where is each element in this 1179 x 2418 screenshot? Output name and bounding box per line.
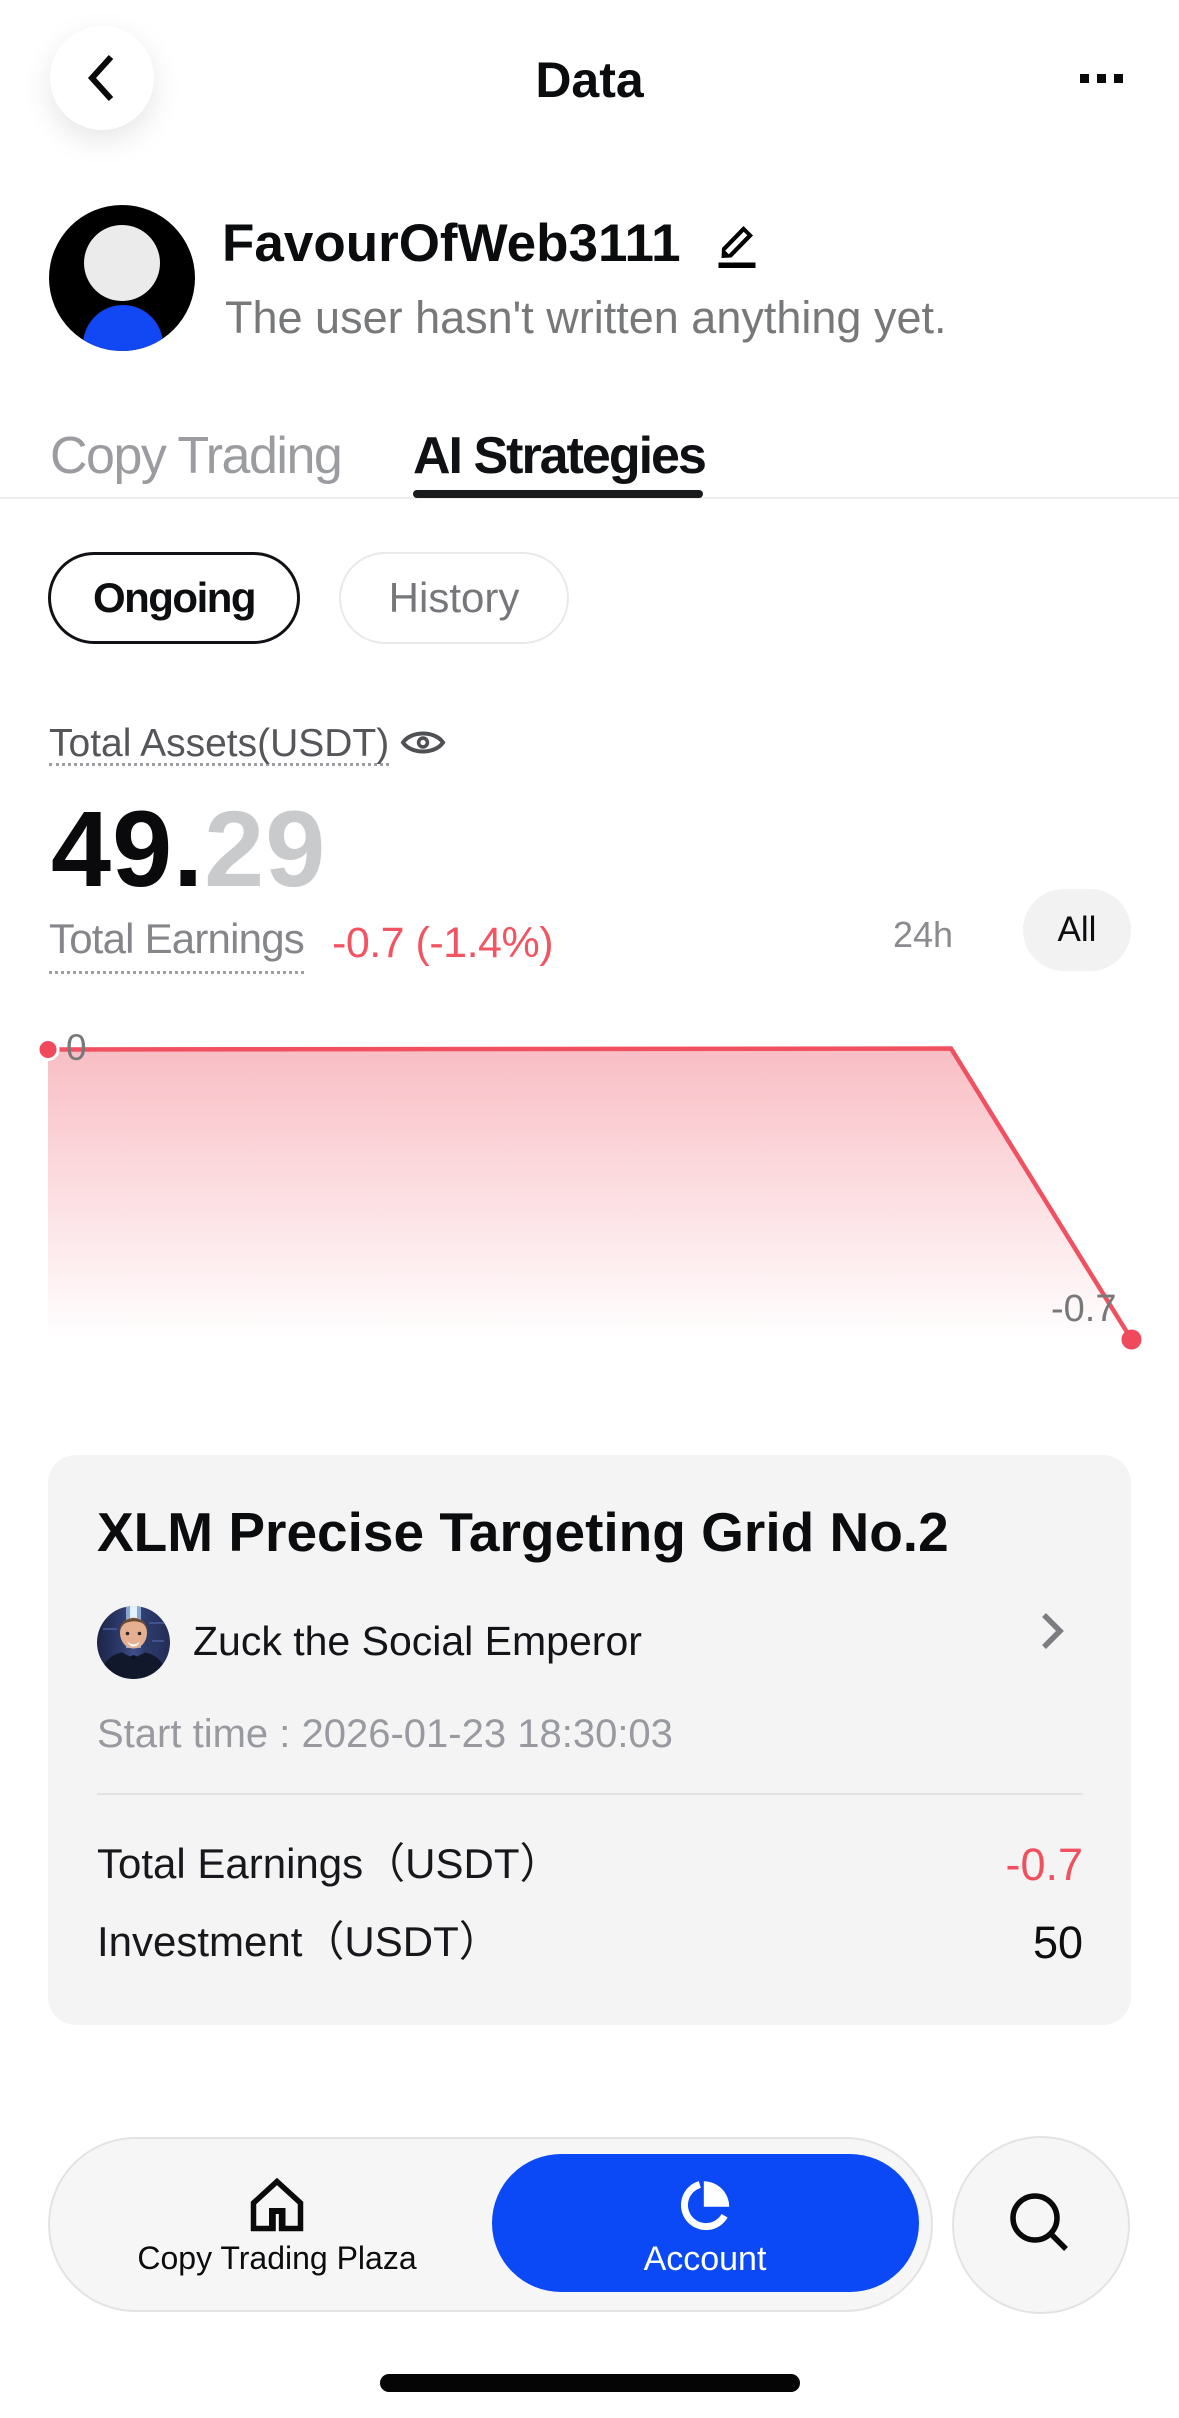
svg-text:0: 0: [66, 1027, 87, 1068]
svg-text:-0.7: -0.7: [1051, 1288, 1116, 1330]
